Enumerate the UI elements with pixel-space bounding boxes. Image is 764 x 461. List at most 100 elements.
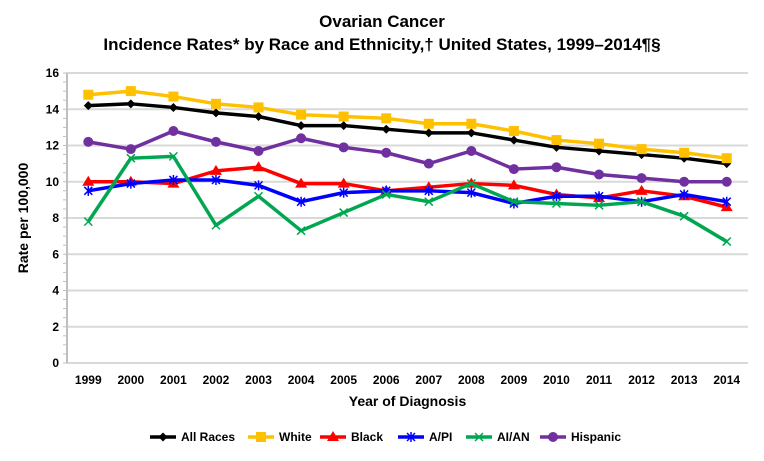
square-marker (466, 118, 477, 129)
diamond-marker (83, 101, 93, 111)
x-marker (126, 153, 136, 163)
legend-label: White (279, 430, 312, 444)
triangle-marker (252, 161, 265, 172)
x-tick-label: 2004 (288, 373, 315, 387)
y-tick-label: 0 (52, 356, 59, 370)
y-tick-label: 16 (46, 66, 60, 80)
legend-item: A/PI (398, 430, 452, 444)
legend-item: Hispanic (540, 430, 621, 444)
diamond-marker (126, 99, 136, 109)
circle-marker (338, 142, 349, 153)
x-marker (679, 211, 689, 221)
x-tick-label: 2012 (628, 373, 655, 387)
series-line (87, 129, 727, 184)
square-marker (636, 144, 647, 155)
x-tick-label: 2006 (373, 373, 400, 387)
square-marker (721, 153, 732, 164)
x-tick-label: 2007 (415, 373, 442, 387)
star-marker (126, 178, 136, 189)
triangle-marker (82, 175, 95, 186)
diamond-marker (339, 121, 349, 131)
square-marker (594, 138, 605, 149)
circle-marker (551, 162, 562, 173)
circle-marker (721, 176, 732, 187)
star-marker (254, 180, 264, 191)
series-line (88, 165, 728, 209)
circle-marker (253, 145, 264, 156)
square-marker (338, 111, 349, 122)
circle-marker (83, 136, 94, 147)
y-tick-label: 6 (52, 247, 59, 261)
x-tick-label: 2008 (458, 373, 485, 387)
square-marker (210, 98, 221, 109)
circle-marker (636, 173, 647, 184)
circle-marker (679, 176, 690, 187)
star-marker (679, 189, 689, 200)
x-tick-label: 2001 (160, 373, 187, 387)
chart-title: Ovarian Cancer (319, 12, 445, 31)
x-marker (339, 208, 349, 218)
diamond-marker (466, 128, 476, 138)
x-tick-label: 2002 (203, 373, 230, 387)
diamond-marker (211, 108, 221, 118)
y-tick-label: 4 (52, 284, 59, 298)
x-marker (466, 179, 476, 189)
legend-label: Black (351, 430, 383, 444)
triangle-marker (209, 164, 222, 175)
circle-marker (125, 144, 136, 155)
x-marker (83, 217, 93, 227)
series-white (83, 86, 732, 164)
y-tick-label: 8 (52, 211, 59, 225)
x-marker (254, 191, 264, 201)
circle-marker (168, 126, 179, 136)
series-ai-an (83, 151, 732, 247)
square-marker (83, 89, 94, 100)
circle-marker (423, 158, 434, 169)
legend-label: Hispanic (571, 430, 621, 444)
y-tick-label: 12 (46, 139, 60, 153)
star-marker (83, 185, 93, 196)
triangle-marker (295, 177, 308, 188)
star-marker (211, 174, 221, 185)
chart-subtitle: Incidence Rates* by Race and Ethnicity,†… (103, 35, 661, 54)
diamond-marker (168, 102, 178, 112)
square-marker (168, 91, 179, 102)
triangle-marker (507, 179, 520, 190)
x-tick-label: 2009 (501, 373, 528, 387)
series-line (88, 102, 727, 166)
diamond-marker (158, 432, 168, 442)
y-axis-label: Rate per 100,000 (15, 163, 31, 274)
x-tick-label: 1999 (75, 373, 102, 387)
square-marker (423, 118, 434, 129)
star-marker (406, 432, 416, 442)
triangle-marker (635, 184, 648, 195)
circle-marker (508, 164, 519, 175)
x-marker (296, 226, 306, 236)
triangle-marker (337, 177, 350, 188)
series-hispanic (83, 126, 732, 187)
x-tick-label: 2013 (671, 373, 698, 387)
x-marker (551, 198, 561, 209)
legend-item: AI/AN (466, 430, 530, 444)
star-marker (466, 187, 476, 198)
x-tick-label: 2005 (330, 373, 357, 387)
series-line (86, 154, 728, 244)
square-marker (679, 147, 690, 158)
y-tick-label: 14 (46, 102, 60, 116)
legend-item: White (248, 430, 312, 444)
series-line (87, 178, 728, 206)
x-marker (211, 220, 221, 230)
x-tick-label: 2003 (245, 373, 272, 387)
x-marker (637, 197, 647, 207)
circle-marker (548, 432, 558, 442)
x-marker (509, 197, 519, 207)
x-axis-label: Year of Diagnosis (349, 393, 467, 409)
x-tick-label: 2000 (117, 373, 144, 387)
legend-label: A/PI (429, 430, 452, 444)
star-marker (722, 196, 732, 207)
series-line (88, 89, 727, 160)
diamond-marker (296, 121, 306, 131)
diamond-marker (509, 135, 519, 145)
